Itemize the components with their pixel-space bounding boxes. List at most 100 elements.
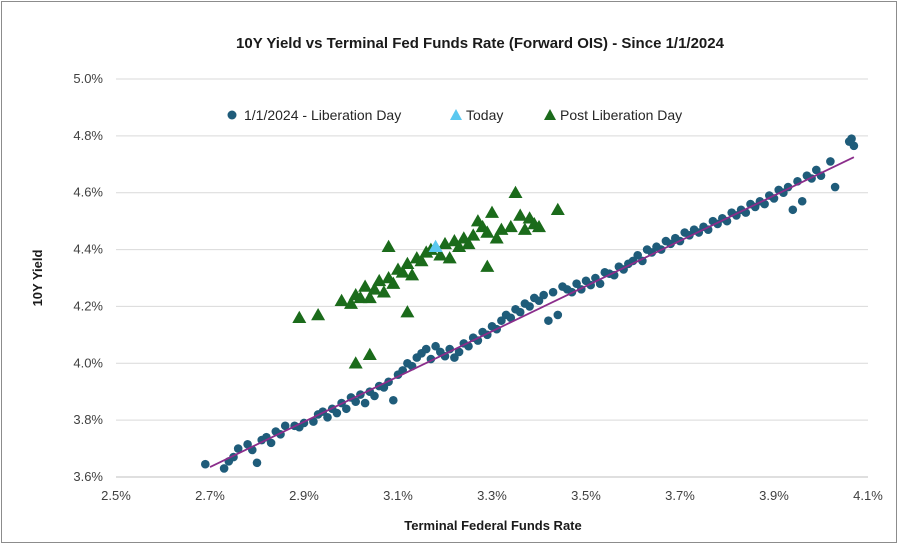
data-point-liberation [370, 391, 379, 401]
x-tick-label: 2.5% [101, 488, 131, 503]
data-point-post [358, 279, 373, 292]
data-point-liberation [812, 165, 821, 175]
data-point-post [353, 290, 368, 304]
data-point-post [550, 202, 565, 216]
legend-marker-post [544, 109, 556, 120]
x-tick-label: 2.7% [195, 488, 225, 503]
data-point-liberation [280, 421, 290, 431]
data-point-liberation [788, 205, 798, 215]
data-point-liberation [847, 134, 856, 143]
x-tick-label: 3.7% [665, 488, 695, 503]
y-tick-label: 3.8% [73, 412, 103, 427]
data-point-liberation [450, 353, 459, 362]
trendline [209, 156, 855, 468]
data-point-liberation [252, 458, 262, 468]
y-axis-title: 10Y Yield [30, 250, 45, 307]
data-point-post [344, 296, 358, 309]
data-point-liberation [525, 302, 534, 311]
data-point-liberation [233, 444, 243, 453]
data-point-liberation [421, 344, 431, 354]
data-point-liberation [534, 296, 544, 306]
data-point-post [292, 310, 307, 324]
data-point-liberation [342, 404, 351, 414]
data-point-post [362, 347, 377, 361]
data-point-liberation [797, 196, 807, 206]
legend-marker-today [450, 109, 462, 120]
y-tick-label: 4.6% [73, 185, 103, 200]
data-point-liberation [826, 157, 835, 166]
data-point-post [395, 265, 410, 278]
y-tick-label: 4.8% [73, 128, 103, 143]
data-point-liberation [266, 438, 276, 448]
x-tick-label: 2.9% [289, 488, 319, 503]
y-tick-label: 4.0% [73, 355, 103, 370]
legend: 1/1/2024 - Liberation Day Today Post Lib… [227, 107, 682, 123]
data-points [201, 134, 859, 473]
data-point-liberation [431, 341, 440, 351]
data-point-post [400, 256, 415, 270]
data-point-post [466, 228, 481, 241]
data-point-liberation [332, 408, 342, 418]
data-point-post [433, 248, 448, 261]
x-tick-label: 3.3% [477, 488, 507, 503]
data-point-post [367, 282, 382, 295]
data-point-post [480, 225, 495, 238]
data-point-liberation [830, 182, 840, 192]
data-point-liberation [201, 459, 210, 469]
data-point-liberation [515, 307, 525, 317]
data-point-post [503, 219, 518, 233]
y-tick-label: 4.4% [73, 242, 103, 257]
data-point-liberation [548, 287, 558, 297]
data-point-liberation [323, 413, 332, 422]
data-point-liberation [595, 279, 605, 288]
x-tick-label: 3.5% [571, 488, 601, 503]
data-point-liberation [633, 250, 642, 260]
data-point-liberation [497, 316, 506, 325]
data-point-post [386, 276, 401, 289]
data-point-post [405, 268, 420, 281]
data-point-post [508, 185, 523, 198]
x-tick-labels: 2.5% 2.7% 2.9% 3.1% 3.3% 3.5% 3.7% 3.9% 4.1% [101, 488, 883, 503]
data-point-liberation [454, 347, 464, 357]
data-point-post [480, 259, 495, 272]
x-tick-label: 3.1% [383, 488, 413, 503]
y-tick-label: 4.2% [73, 298, 103, 313]
data-point-liberation [351, 397, 361, 406]
data-point-liberation [219, 464, 229, 473]
y-tick-label: 5.0% [73, 71, 103, 86]
trendline-segment [209, 156, 855, 468]
data-point-liberation [506, 313, 516, 323]
data-point-liberation [360, 398, 370, 408]
data-point-post [311, 307, 326, 321]
data-point-liberation [572, 279, 581, 288]
legend-label-liberation: 1/1/2024 - Liberation Day [244, 107, 401, 123]
data-point-post [362, 290, 377, 304]
data-point-post [334, 293, 349, 306]
legend-label-today: Today [466, 107, 503, 123]
data-point-post [381, 239, 396, 252]
x-tick-label: 3.9% [759, 488, 789, 503]
data-point-post [485, 205, 499, 218]
data-point-post [348, 356, 363, 369]
chart-title: 10Y Yield vs Terminal Fed Funds Rate (Fo… [236, 35, 725, 52]
legend-marker-liberation [227, 110, 237, 120]
data-point-liberation [553, 310, 563, 320]
data-point-post [513, 208, 528, 221]
data-point-post [376, 285, 391, 298]
data-point-post [442, 251, 457, 264]
data-point-post [517, 222, 532, 235]
gridlines [116, 78, 868, 478]
data-point-post [400, 305, 415, 318]
data-point-liberation [544, 316, 553, 325]
y-tick-labels: 3.6% 3.8% 4.0% 4.2% 4.4% 4.6% 4.8% 5.0% [73, 71, 103, 484]
data-point-liberation [309, 417, 318, 426]
data-point-today [428, 239, 443, 252]
data-point-post [489, 231, 504, 244]
y-tick-label: 3.6% [73, 469, 103, 484]
data-point-liberation [243, 440, 252, 449]
data-point-post [532, 219, 546, 233]
data-point-post [414, 253, 429, 267]
data-point-liberation [389, 395, 398, 405]
